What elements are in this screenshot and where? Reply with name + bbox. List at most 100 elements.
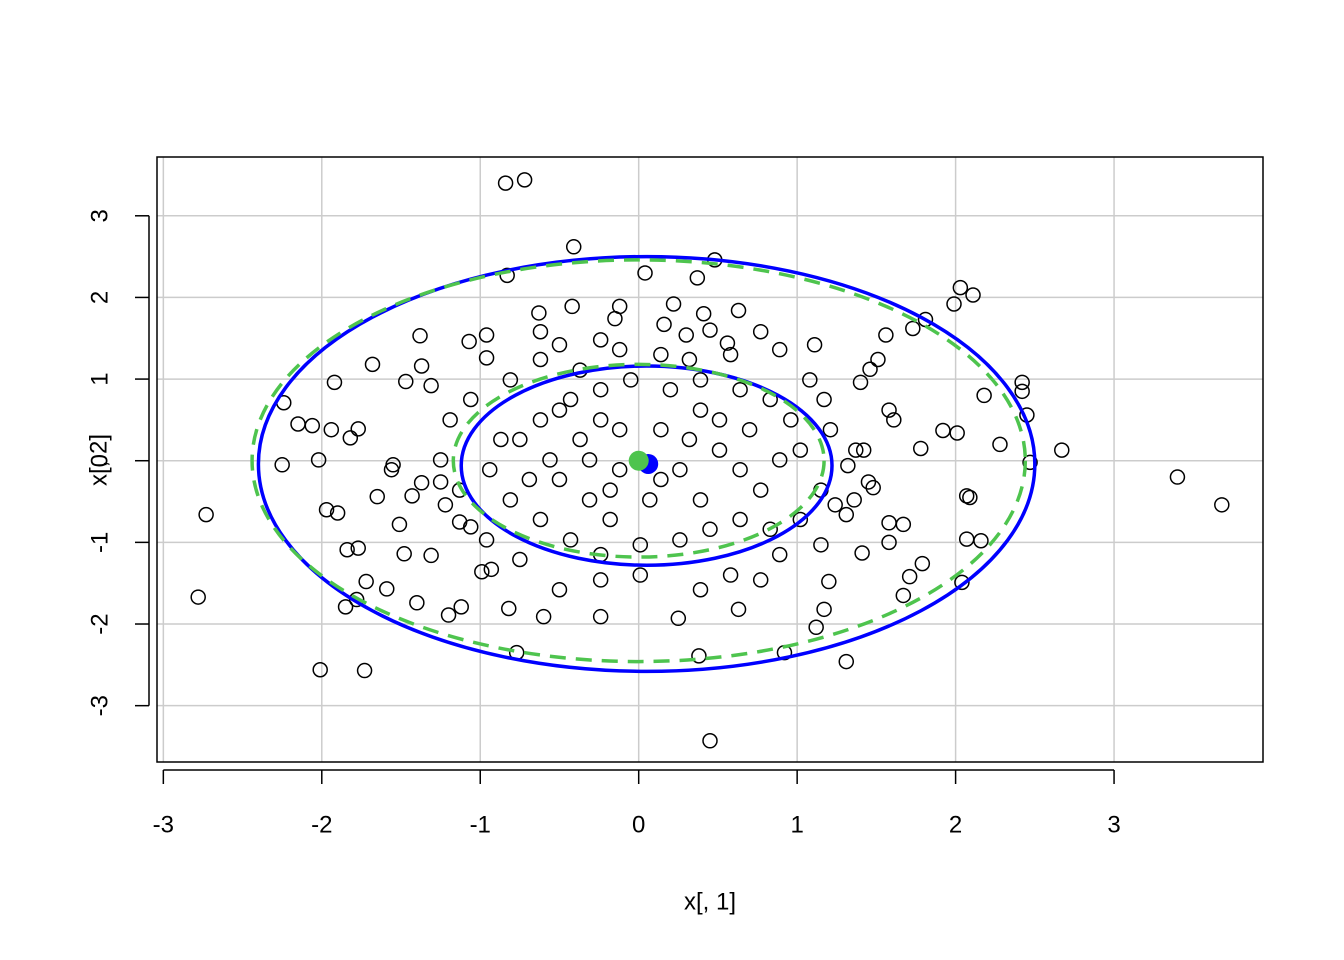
y-axis-label: x[, 2] <box>85 434 112 486</box>
point <box>329 505 346 521</box>
point <box>730 601 747 618</box>
point <box>611 421 628 438</box>
point <box>409 595 425 611</box>
point <box>532 323 549 340</box>
point <box>531 305 547 321</box>
point <box>692 492 709 508</box>
point <box>551 402 568 418</box>
point <box>741 421 758 438</box>
point <box>670 610 687 627</box>
point <box>681 351 698 368</box>
point <box>691 648 707 664</box>
point <box>592 608 609 625</box>
point <box>602 482 618 498</box>
point <box>290 416 306 432</box>
point <box>905 320 921 337</box>
point <box>607 310 623 327</box>
point <box>535 608 552 625</box>
point <box>499 267 515 284</box>
point <box>442 412 458 428</box>
point <box>532 511 549 528</box>
ellipse <box>451 362 826 559</box>
point <box>719 335 736 351</box>
point <box>711 442 728 458</box>
point <box>730 302 747 319</box>
point <box>432 474 449 490</box>
point <box>304 417 321 434</box>
x-tick-label: 3 <box>1107 811 1120 838</box>
point <box>637 265 653 281</box>
point <box>813 537 829 553</box>
point <box>792 511 809 528</box>
point <box>572 431 588 448</box>
point <box>364 356 381 373</box>
point <box>274 457 290 473</box>
point <box>453 599 469 615</box>
point <box>846 492 862 508</box>
point <box>551 471 568 488</box>
point <box>917 311 934 328</box>
point <box>462 391 479 408</box>
point <box>312 661 328 678</box>
point <box>672 532 688 548</box>
point <box>437 497 454 513</box>
y-tick-label: -1 <box>86 532 113 553</box>
point <box>821 573 837 590</box>
point <box>478 350 495 366</box>
point <box>838 653 855 670</box>
point <box>404 488 420 504</box>
point <box>752 482 769 498</box>
point <box>653 421 669 438</box>
point <box>962 489 978 506</box>
point <box>493 431 509 448</box>
ellipse <box>250 258 1028 664</box>
point <box>865 479 881 496</box>
point <box>722 346 739 363</box>
x-tick-label: 0 <box>632 811 645 838</box>
point <box>379 581 395 597</box>
point <box>592 332 609 348</box>
point <box>632 567 649 583</box>
point <box>1014 383 1030 400</box>
point <box>478 532 495 548</box>
point <box>848 442 864 458</box>
point <box>532 351 549 368</box>
point <box>732 381 748 398</box>
ellipse <box>256 254 1037 674</box>
point <box>1022 454 1038 471</box>
point <box>396 546 412 562</box>
point <box>632 537 649 553</box>
point <box>860 474 877 490</box>
point <box>318 501 335 518</box>
point <box>732 511 748 528</box>
point <box>976 387 992 404</box>
point <box>901 568 918 585</box>
point <box>672 461 688 478</box>
point <box>1014 374 1030 391</box>
point <box>385 457 401 473</box>
point <box>973 532 989 549</box>
point <box>862 361 878 378</box>
point <box>461 333 477 350</box>
point <box>310 452 327 468</box>
point <box>501 600 517 617</box>
point <box>440 607 457 623</box>
point <box>653 471 669 488</box>
y-tick-label: -3 <box>86 695 113 716</box>
point <box>358 573 374 590</box>
point <box>592 572 609 588</box>
point <box>551 337 568 353</box>
point <box>702 521 718 538</box>
point <box>413 475 430 491</box>
point <box>502 492 519 508</box>
point <box>423 377 439 394</box>
x-axis-label: x[, 1] <box>684 888 736 915</box>
center-point <box>628 450 649 471</box>
point <box>992 436 1008 453</box>
point <box>681 431 698 448</box>
point <box>958 531 975 547</box>
point <box>771 546 788 563</box>
point <box>771 452 788 468</box>
